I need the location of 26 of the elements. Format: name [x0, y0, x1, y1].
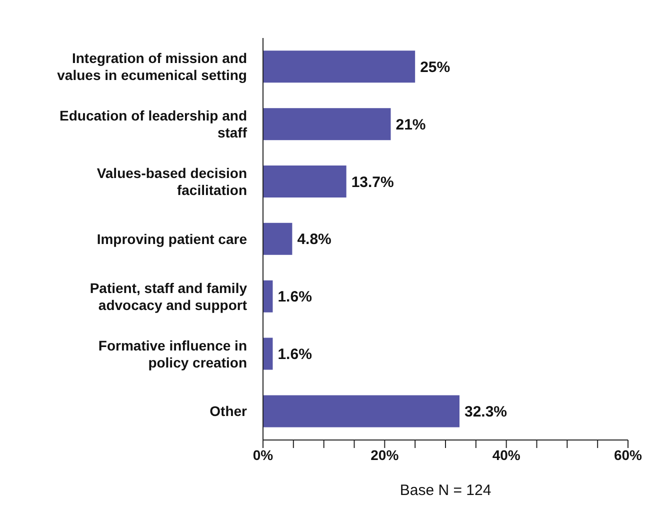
data-label: 1.6% — [278, 346, 312, 364]
y-tick-label: Education of leadership and staff — [60, 108, 248, 141]
y-tick-label: Other — [210, 403, 248, 420]
bar — [263, 280, 273, 312]
y-tick-label: Values-based decision facilitation — [96, 164, 247, 198]
data-label: 1.6% — [278, 288, 312, 306]
x-tick-label: 20% — [370, 446, 400, 463]
x-tick-label: 60% — [614, 446, 643, 463]
bar — [263, 222, 292, 255]
data-label: 13.7% — [351, 174, 394, 191]
data-label: 25% — [420, 58, 450, 76]
x-axis-title: Base N = 124 — [400, 482, 492, 499]
bar — [263, 395, 460, 428]
data-label: 21% — [396, 116, 426, 134]
data-label: 4.8% — [297, 231, 332, 248]
bar — [263, 50, 416, 83]
y-tick-label: Improving patient care — [96, 230, 248, 247]
data-label: 32.3% — [464, 404, 508, 421]
y-tick-label: Integration of mission and values in ecumenical setting — [57, 50, 247, 84]
bar — [263, 165, 346, 198]
x-tick-label: 40% — [492, 446, 521, 463]
bar — [263, 108, 391, 140]
y-tick-label: Patient, staff and family advocacy and support — [90, 280, 248, 313]
bar — [263, 338, 273, 370]
x-tick-label: 0% — [252, 446, 274, 463]
y-tick-label: Formative influence in policy creation — [98, 337, 247, 370]
